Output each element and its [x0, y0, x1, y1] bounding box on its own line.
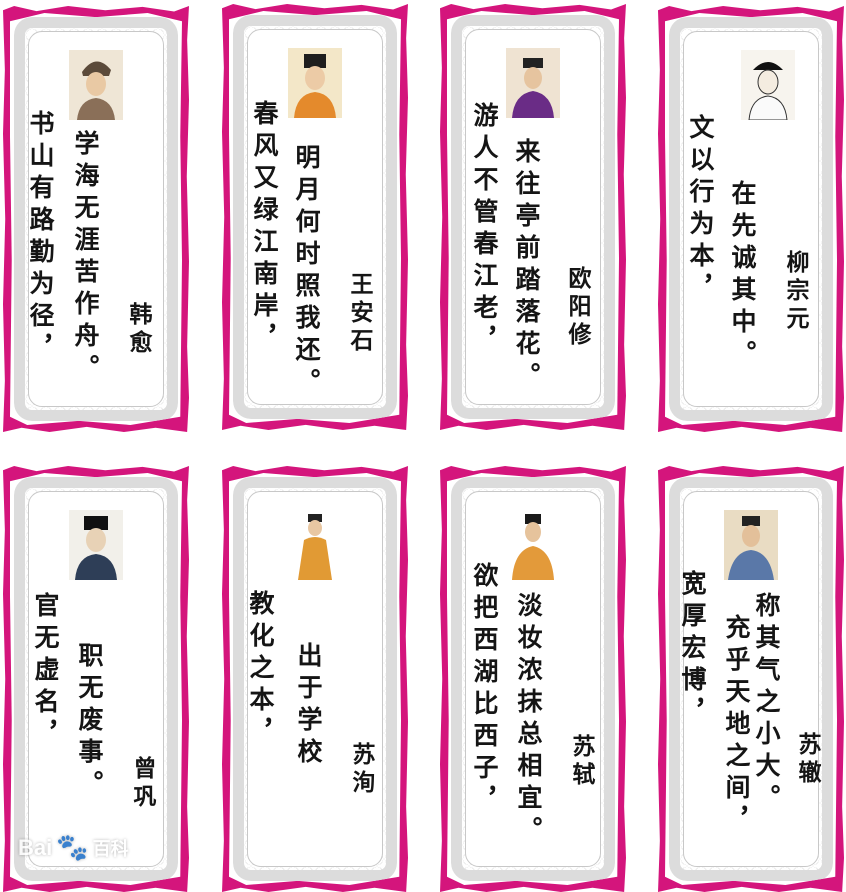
quote-line-1: 在先诚其中。 — [728, 180, 757, 372]
author-name: 韩愈 — [125, 302, 152, 358]
portrait-image — [506, 510, 560, 580]
quote-line-1b: 称其气之小大。 — [752, 592, 781, 816]
quote-line-2: 游人不管春江老， — [470, 102, 499, 358]
brand-cn-text: 百科 — [92, 838, 129, 859]
portrait-image — [69, 510, 123, 580]
quote-line-2: 春风又绿江南岸， — [250, 100, 279, 356]
quote-line-1: 明月何时照我还。 — [292, 144, 321, 400]
portrait-image — [288, 48, 342, 118]
portrait-image — [506, 48, 560, 118]
poster-card-7: 淡妆浓抹总相宜。 欲把西湖比西子， 苏轼 — [440, 466, 626, 892]
quote-line-2: 欲把西湖比西子， — [470, 562, 499, 818]
poster-card-6: 出于学校 教化之本， 苏洵 — [222, 466, 408, 892]
author-name: 曾巩 — [129, 756, 156, 812]
quote-line-1: 学海无涯苦作舟。 — [71, 130, 100, 386]
poster-card-1: 学海无涯苦作舟。 书山有路勤为径， 韩愈 — [3, 6, 189, 432]
quote-line-2: 官无虚名， — [31, 592, 60, 752]
author-name: 苏轼 — [568, 734, 595, 790]
quote-line-2: 宽厚宏博， — [678, 570, 707, 730]
quote-line-1: 淡妆浓抹总相宜。 — [514, 592, 543, 848]
portrait-image — [724, 510, 778, 580]
author-name: 欧阳修 — [564, 266, 591, 350]
quote-line-1: 职无废事。 — [75, 642, 104, 802]
quote-line-2: 书山有路勤为径， — [26, 110, 55, 366]
poster-card-5: 职无废事。 官无虚名， 曾巩 — [3, 466, 189, 892]
portrait-image — [69, 50, 123, 120]
paw-icon: 🐾 — [56, 832, 89, 862]
poster-card-4: 在先诚其中。 文以行为本， 柳宗元 — [658, 6, 844, 432]
poster-card-8: 充乎天地之间， 称其气之小大。 宽厚宏博， 苏辙 — [658, 466, 844, 892]
portrait-image — [741, 50, 795, 120]
author-name: 苏辙 — [794, 732, 821, 788]
quote-line-1: 来往亭前踏落花。 — [512, 138, 541, 394]
decorative-frame — [10, 473, 182, 885]
quote-line-2: 教化之本， — [246, 590, 275, 750]
poster-card-2: 明月何时照我还。 春风又绿江南岸， 王安石 — [222, 4, 408, 430]
author-name: 苏洵 — [348, 742, 375, 798]
brand-text: Bai — [18, 834, 53, 860]
decorative-frame — [447, 473, 619, 885]
decorative-frame — [229, 473, 401, 885]
quote-line-1: 出于学校 — [294, 642, 323, 770]
author-name: 王安石 — [346, 272, 373, 356]
portrait-image — [288, 510, 342, 580]
decorative-frame — [229, 11, 401, 423]
author-name: 柳宗元 — [782, 250, 809, 334]
poster-card-3: 来往亭前踏落花。 游人不管春江老， 欧阳修 — [440, 4, 626, 430]
quote-line-1: 充乎天地之间， — [722, 614, 751, 838]
quote-line-2: 文以行为本， — [686, 114, 715, 306]
baidu-watermark: Bai 🐾 百科 — [18, 832, 129, 863]
